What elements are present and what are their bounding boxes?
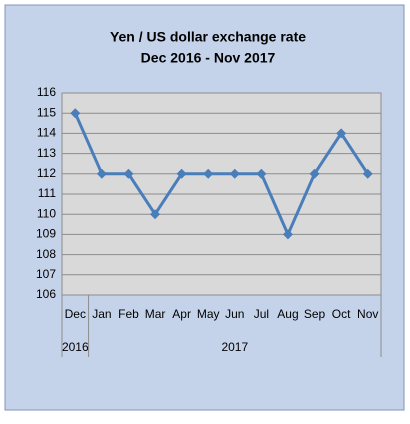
- marker: [256, 168, 267, 179]
- x-tick-label: Mar: [145, 307, 166, 321]
- x-tick-label: Jun: [225, 307, 244, 321]
- group-label: 2017: [221, 340, 248, 354]
- y-tick-label: 109: [36, 227, 56, 241]
- marker: [96, 168, 107, 179]
- y-tick-label: 115: [37, 105, 56, 119]
- marker: [229, 168, 240, 179]
- y-tick-label: 111: [38, 186, 57, 200]
- marker: [362, 168, 373, 179]
- marker: [70, 108, 81, 119]
- x-tick-label: Dec: [65, 307, 86, 321]
- marker: [176, 168, 187, 179]
- marker: [282, 229, 293, 240]
- x-tick-label: Aug: [277, 307, 298, 321]
- marker: [203, 168, 214, 179]
- x-tick-label: Sep: [304, 307, 326, 321]
- x-tick-label: May: [197, 307, 220, 321]
- x-tick-label: Apr: [172, 307, 191, 321]
- y-tick-label: 116: [37, 85, 56, 99]
- y-tick-label: 106: [36, 287, 56, 301]
- x-tick-label: Jan: [92, 307, 111, 321]
- x-tick-label: Oct: [332, 307, 351, 321]
- y-tick-label: 113: [37, 146, 56, 160]
- x-tick-label: Jul: [254, 307, 269, 321]
- y-tick-label: 108: [36, 247, 56, 261]
- chart-subtitle: Dec 2016 - Nov 2017: [141, 50, 276, 66]
- marker: [336, 128, 347, 139]
- marker: [123, 168, 134, 179]
- marker: [150, 209, 161, 220]
- chart-title: Yen / US dollar exchange rate: [110, 29, 306, 45]
- x-tick-label: Feb: [118, 307, 139, 321]
- y-tick-label: 107: [36, 267, 56, 281]
- y-tick-label: 110: [37, 206, 56, 220]
- marker: [309, 168, 320, 179]
- x-tick-label: Nov: [357, 307, 378, 321]
- y-tick-label: 112: [37, 166, 56, 180]
- y-tick-label: 114: [37, 126, 56, 140]
- group-label: 2016: [62, 340, 89, 354]
